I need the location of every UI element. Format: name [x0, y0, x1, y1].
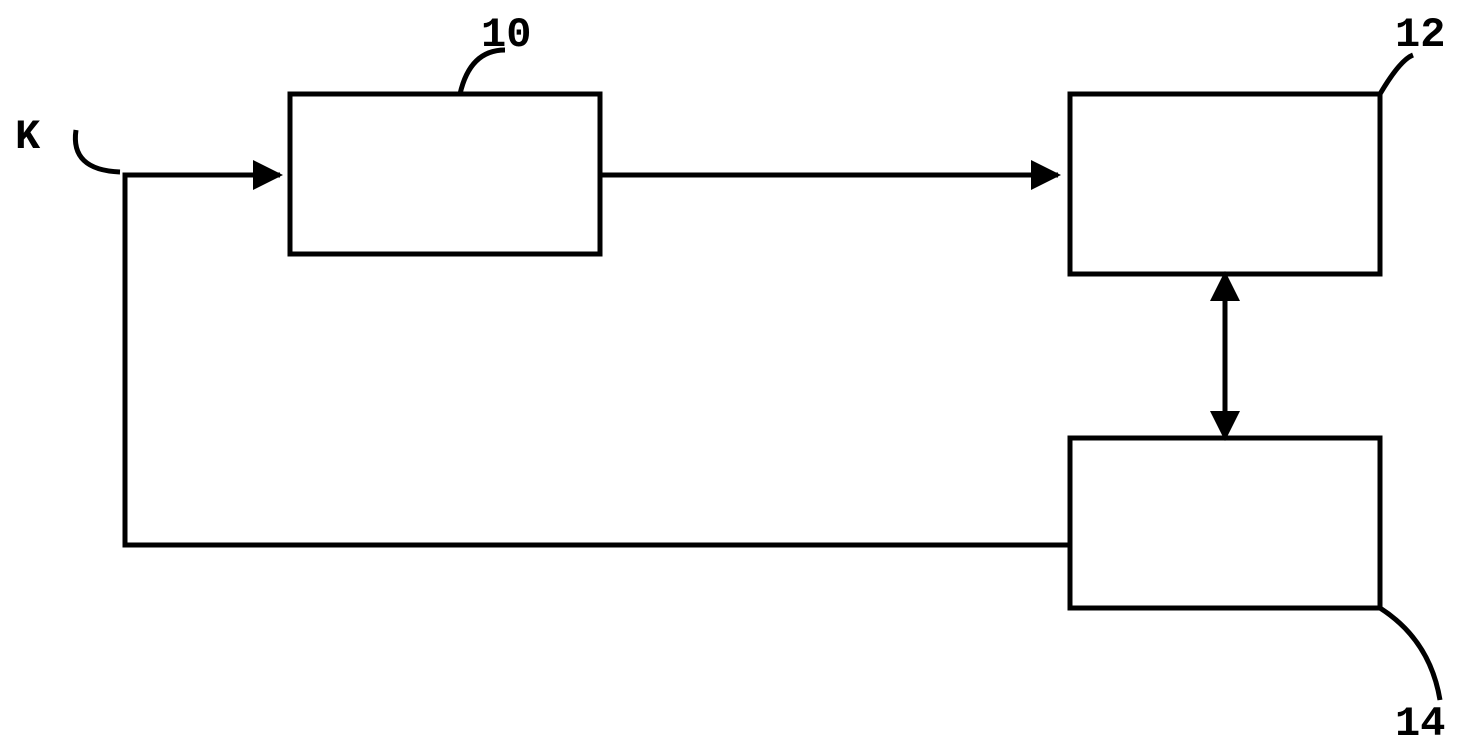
leader-12: [1380, 55, 1413, 94]
box-box14: [1070, 438, 1380, 608]
label-10: 10: [481, 11, 531, 59]
label-12: 12: [1395, 11, 1445, 59]
leader-14: [1380, 608, 1440, 700]
label-14: 14: [1395, 700, 1445, 748]
box-box10: [290, 94, 600, 254]
leader-K: [75, 130, 120, 172]
label-K: K: [15, 113, 40, 161]
block-diagram: [0, 0, 1475, 749]
box-box12: [1070, 94, 1380, 274]
